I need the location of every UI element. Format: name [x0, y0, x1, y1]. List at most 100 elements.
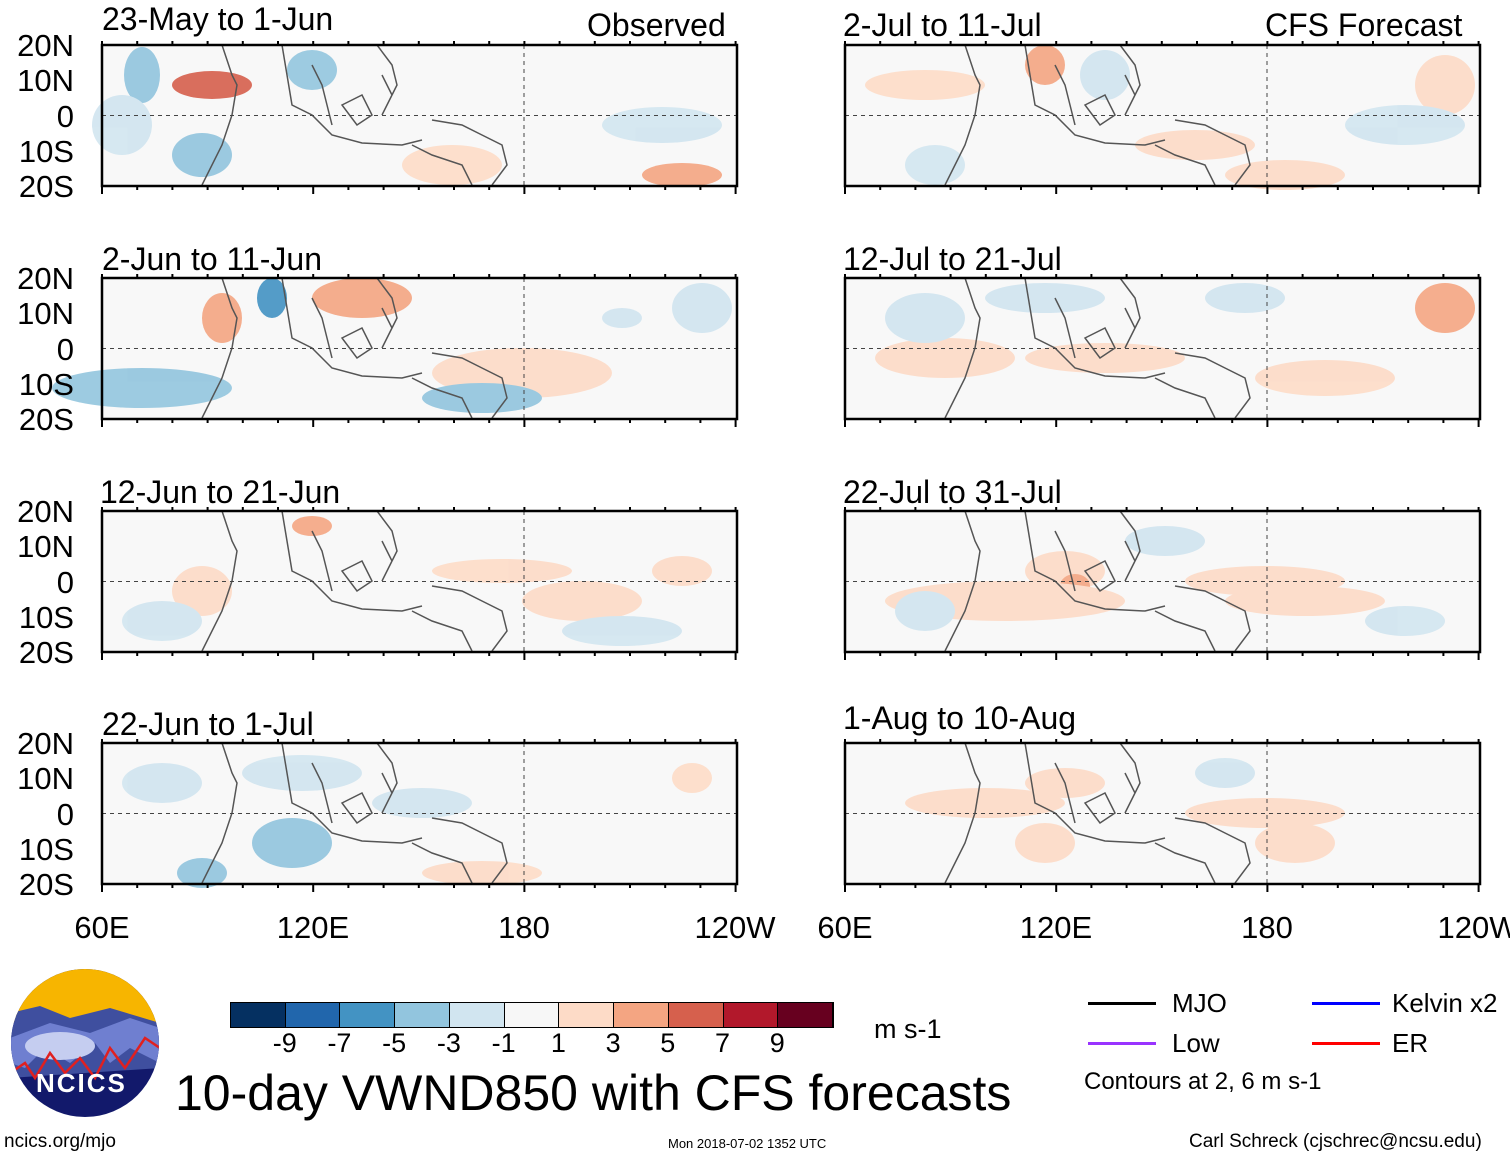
- colorbar-tick-label: 3: [605, 1028, 621, 1058]
- map-panel: [843, 41, 1482, 194]
- colorbar-swatch: [449, 1003, 505, 1027]
- colorbar: [230, 1002, 834, 1028]
- anomaly-region: [242, 755, 362, 791]
- coastline: [201, 277, 508, 419]
- panel-title: 1-Aug to 10-Aug: [843, 700, 1077, 736]
- lat-label: 10N: [17, 761, 74, 797]
- anomaly-region: [985, 283, 1105, 313]
- cfs-forecast-label: CFS Forecast: [1265, 7, 1463, 43]
- lat-label: 10S: [18, 831, 74, 867]
- colorbar-tick-label: 7: [715, 1028, 731, 1058]
- colorbar-swatch: [340, 1003, 396, 1027]
- coastline: [944, 510, 1251, 652]
- lat-label: 20S: [18, 867, 74, 902]
- legend-label: Low: [1172, 1028, 1220, 1058]
- panel-title: 2-Jun to 11-Jun: [102, 241, 322, 277]
- anomaly-region: [522, 581, 642, 621]
- anomaly-region: [1015, 823, 1075, 863]
- panel-title: 22-Jul to 31-Jul: [843, 474, 1062, 510]
- coastline: [944, 742, 1251, 884]
- lat-label: 20N: [17, 28, 74, 63]
- legend-label: MJO: [1172, 988, 1227, 1018]
- colorbar-swatch: [668, 1003, 724, 1027]
- anomaly-region: [1225, 586, 1385, 616]
- map-panel: [843, 739, 1482, 892]
- lat-label: 20N: [17, 261, 74, 296]
- lat-label: 20S: [18, 402, 74, 437]
- anomaly-region: [1025, 45, 1065, 85]
- timestamp: Mon 2018-07-02 1352 UTC: [668, 1136, 827, 1151]
- colorbar-swatch: [285, 1003, 341, 1027]
- lat-label: 0: [56, 796, 74, 832]
- colorbar-tick-label: -5: [382, 1028, 407, 1058]
- panel-title: 23-May to 1-Jun: [102, 1, 334, 37]
- ncics-logo: [11, 969, 159, 1117]
- colorbar-tick-label: -7: [327, 1028, 352, 1058]
- anomaly-region: [672, 283, 732, 333]
- lat-label: 10N: [17, 63, 74, 99]
- lon-label: 60E: [817, 910, 873, 945]
- lat-label: 20N: [17, 494, 74, 529]
- lat-label: 0: [56, 564, 74, 600]
- anomaly-region: [257, 278, 287, 318]
- colorbar-swatch: [723, 1003, 779, 1027]
- anomaly-region: [602, 107, 722, 143]
- anomaly-region: [1025, 343, 1185, 373]
- panel-title: 12-Jul to 21-Jul: [843, 241, 1062, 277]
- anomaly-region: [422, 383, 542, 413]
- legend-label: ER: [1392, 1028, 1429, 1058]
- colorbar-swatch: [395, 1003, 450, 1027]
- lat-label: 20S: [18, 635, 74, 670]
- anomaly-region: [602, 308, 642, 328]
- lon-label: 120W: [1437, 910, 1510, 945]
- anomaly-region: [172, 71, 252, 99]
- lat-label: 10N: [17, 529, 74, 565]
- lat-label: 10S: [18, 599, 74, 635]
- anomaly-region: [292, 516, 332, 536]
- colorbar-swatch: [504, 1003, 560, 1027]
- lon-label: 180: [1241, 910, 1293, 945]
- anomaly-region: [1255, 360, 1395, 396]
- anomaly-region: [422, 861, 542, 885]
- anomaly-region: [172, 133, 232, 177]
- lat-label: 20S: [18, 169, 74, 204]
- map-panel: [843, 507, 1482, 660]
- logo-text: NCICS: [36, 1068, 127, 1098]
- author-credit: Carl Schreck (cjschrec@ncsu.edu): [1189, 1131, 1482, 1152]
- anomaly-region: [905, 788, 1065, 818]
- colorbar-tick-label: -1: [491, 1028, 516, 1058]
- contour-note: Contours at 2, 6 m s-1: [1084, 1068, 1322, 1095]
- anomaly-region: [672, 763, 712, 793]
- lat-label: 20N: [17, 726, 74, 761]
- mjo-legend-line: [1088, 1002, 1156, 1005]
- lon-label: 60E: [74, 910, 130, 945]
- colorbar-tick-label: 5: [660, 1028, 676, 1058]
- observed-label: Observed: [587, 7, 726, 43]
- lat-label: 0: [56, 98, 74, 134]
- coastline: [201, 742, 508, 884]
- panel-title: 12-Jun to 21-Jun: [100, 474, 341, 510]
- colorbar-swatch: [231, 1003, 286, 1027]
- anomaly-region: [1080, 50, 1130, 100]
- anomaly-region: [865, 70, 985, 100]
- panel-title: 22-Jun to 1-Jul: [102, 706, 314, 742]
- anomaly-region: [312, 278, 412, 318]
- website-link[interactable]: ncics.org/mjo: [4, 1131, 116, 1152]
- anomaly-region: [1365, 606, 1445, 636]
- anomaly-region: [372, 788, 472, 818]
- lon-label: 120W: [694, 910, 776, 945]
- panel-title: 2-Jul to 11-Jul: [843, 7, 1042, 43]
- anomaly-region: [402, 145, 502, 185]
- map-panel: [843, 274, 1482, 427]
- anomaly-region: [1415, 55, 1475, 115]
- anomaly-region: [202, 293, 242, 343]
- anomaly-region: [122, 601, 202, 641]
- legend-label: Kelvin x2: [1392, 988, 1498, 1018]
- anomaly-region: [642, 163, 722, 187]
- coastline: [944, 277, 1251, 419]
- anomaly-region: [172, 566, 232, 616]
- anomaly-region: [1205, 283, 1285, 313]
- anomaly-region: [1255, 823, 1335, 863]
- anomaly-region: [287, 50, 337, 90]
- anomaly-region: [1415, 283, 1475, 333]
